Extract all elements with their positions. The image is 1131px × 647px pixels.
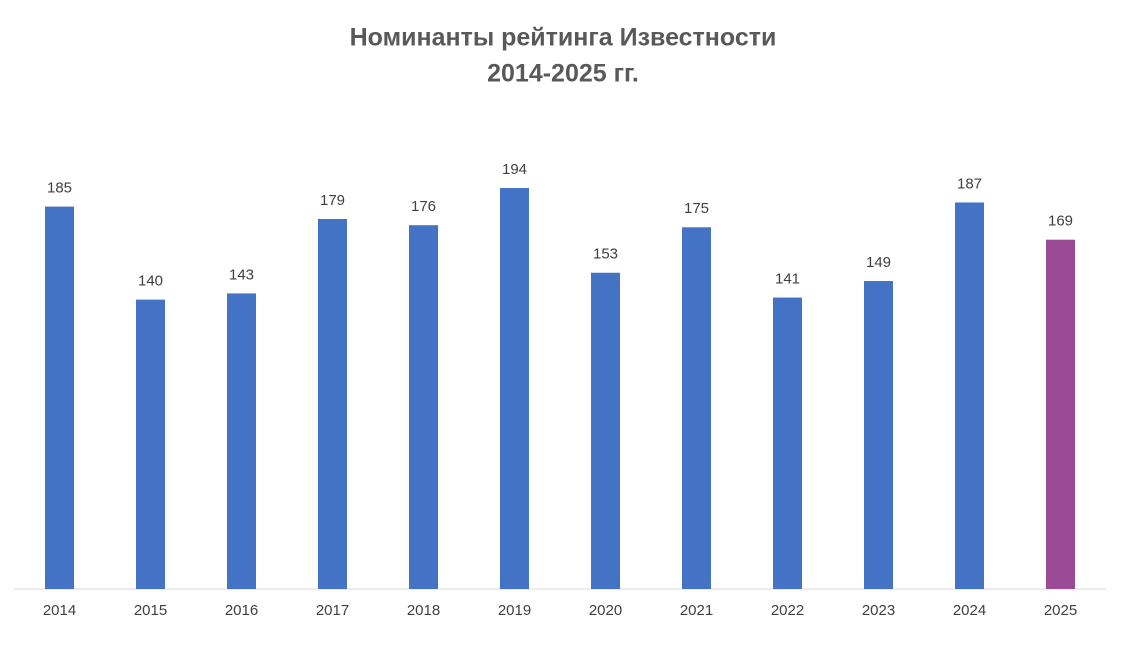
chart-title: 2014-2025 гг. [487, 60, 639, 88]
x-tick-label: 2015 [134, 602, 167, 619]
x-tick-label: 2019 [498, 602, 531, 619]
bar [864, 281, 893, 589]
x-tick-label: 2022 [771, 602, 804, 619]
bar [1046, 239, 1075, 589]
bar [500, 188, 529, 589]
value-label: 176 [411, 198, 436, 215]
x-tick-label: 2023 [862, 602, 895, 619]
x-tick-label: 2018 [407, 602, 440, 619]
value-label: 187 [957, 175, 982, 192]
value-label: 185 [47, 180, 72, 197]
x-tick-label: 2017 [316, 602, 349, 619]
value-label: 140 [138, 273, 163, 290]
bar [591, 272, 620, 589]
bar [955, 202, 984, 590]
bar [682, 227, 711, 589]
bar [45, 206, 74, 589]
x-tick-label: 2024 [953, 602, 986, 619]
bar [227, 293, 256, 589]
bar [136, 299, 165, 589]
x-tick-label: 2016 [225, 602, 258, 619]
value-label: 175 [684, 200, 709, 217]
bar [318, 219, 347, 589]
x-tick-label: 2021 [680, 602, 713, 619]
value-label: 149 [866, 254, 891, 271]
x-tick-label: 2014 [43, 602, 76, 619]
value-label: 143 [229, 266, 254, 283]
bar [773, 297, 802, 589]
value-label: 179 [320, 192, 345, 209]
x-tick-label: 2025 [1044, 602, 1077, 619]
x-tick-label: 2020 [589, 602, 622, 619]
value-label: 153 [593, 246, 618, 263]
bar [409, 225, 438, 590]
chart-title: Номинанты рейтинга Известности [350, 24, 777, 52]
value-label: 169 [1048, 213, 1073, 230]
value-label: 141 [775, 271, 800, 288]
value-label: 194 [502, 161, 527, 178]
